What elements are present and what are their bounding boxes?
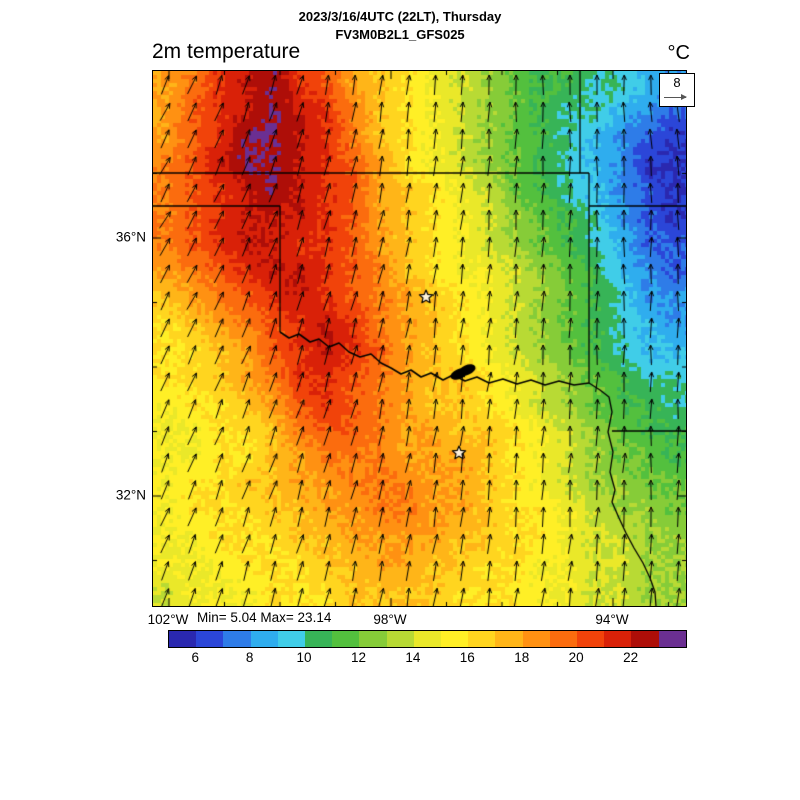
wind-scale-legend: 8 [659,73,695,107]
lon-label: 94°W [595,612,629,627]
colorbar-segment [604,631,632,647]
colorbar-segment [250,631,278,647]
wind-scale-arrow-icon [664,94,687,100]
minmax-label: Min= 5.04 Max= 23.14 [197,610,332,625]
colorbar-segment [468,631,496,647]
colorbar-segment [495,631,523,647]
colorbar-tick-label: 16 [459,650,475,665]
colorbar-segment [386,631,414,647]
colorbar-segment [549,631,578,647]
colorbar-segment [631,631,659,647]
colorbar-segment [223,631,251,647]
lon-label: 102°W [147,612,189,627]
colorbar-segment [413,631,442,647]
colorbar-segment [196,631,224,647]
wind-scale-value: 8 [673,75,681,90]
colorbar-tick-label: 18 [514,650,530,665]
colorbar-tick-label: 12 [350,650,366,665]
colorbar-tick-label: 6 [191,650,199,665]
colorbar-tick-label: 8 [245,650,254,665]
colorbar [168,630,687,648]
colorbar-segment [277,631,306,647]
colorbar-tick-label: 10 [296,650,312,665]
colorbar-segment [359,631,387,647]
temperature-field-canvas [153,71,686,606]
colorbar-segment [522,631,550,647]
colorbar-tick-label: 22 [623,650,639,665]
lon-label: 98°W [373,612,407,627]
colorbar-segment [441,631,469,647]
colorbar-segment [577,631,605,647]
map-area [152,70,687,607]
plot-model-title: FV3M0B2L1_GFS025 [335,27,465,42]
units-label: °C [667,42,690,64]
colorbar-segment [658,631,686,647]
colorbar-tick-label: 14 [405,650,421,665]
colorbar-segment [305,631,333,647]
colorbar-tick-label: 20 [568,650,584,665]
colorbar-segment [169,631,197,647]
colorbar-segment [332,631,360,647]
lat-label: 32°N [115,487,146,503]
lat-label: 36°N [115,229,146,245]
map-title: 2m temperature [152,40,301,63]
plot-datetime-title: 2023/3/16/4UTC (22LT), Thursday [298,9,502,24]
